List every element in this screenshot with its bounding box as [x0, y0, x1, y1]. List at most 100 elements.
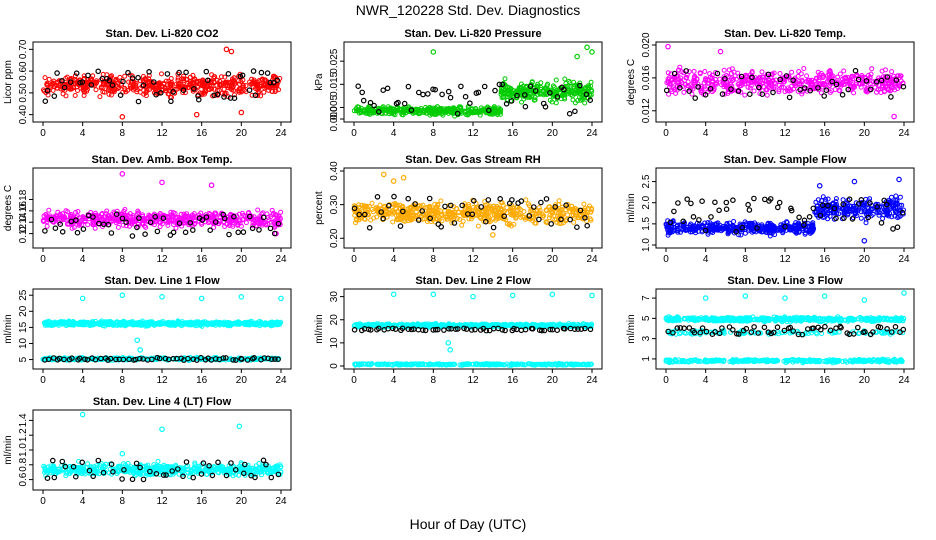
y-tick-label: 1.5: [641, 216, 652, 230]
data-point: [722, 91, 728, 97]
x-tick-label: 8: [743, 254, 749, 265]
data-point: [776, 89, 782, 95]
x-tick-label: 12: [467, 128, 479, 139]
data-point: [478, 109, 484, 115]
reference-point: [95, 68, 102, 75]
data-point: [143, 90, 149, 96]
outlier-point: [119, 171, 126, 177]
data-point: [232, 92, 237, 98]
reference-point: [182, 229, 189, 236]
data-point: [362, 110, 368, 116]
reference-point: [52, 225, 59, 232]
reference-point: [702, 92, 709, 98]
data-point: [427, 106, 433, 112]
reference-point: [246, 87, 253, 94]
y-axis-label: ml/min: [3, 314, 14, 343]
x-tick-label: 16: [196, 128, 208, 139]
panel-2: Stan. Dev. Li-820 Temp.0 4 8 12 16 20 240.0120…: [626, 28, 915, 139]
data-point: [817, 72, 823, 78]
data-point: [262, 83, 267, 89]
data-point: [686, 69, 692, 75]
y-axis-label: degrees C: [3, 185, 14, 231]
data-point: [162, 85, 168, 91]
y-tick-label: 0.012: [641, 98, 652, 123]
data-point: [714, 80, 720, 86]
data-point: [237, 81, 243, 87]
data-point: [440, 109, 446, 115]
reference-point: [894, 224, 901, 231]
data-point: [821, 74, 826, 80]
data-point: [187, 74, 193, 80]
reference-point: [707, 85, 714, 92]
data-point: [463, 112, 469, 117]
data-point: [581, 95, 587, 101]
reference-point: [170, 89, 177, 95]
reference-point: [61, 84, 68, 91]
outlier-point: [490, 232, 496, 238]
data-point: [507, 87, 513, 93]
data-point: [886, 86, 892, 92]
reference-point: [226, 231, 232, 238]
data-point: [562, 76, 568, 82]
reference-point: [80, 226, 87, 232]
data-point: [506, 88, 512, 94]
series-points: [41, 46, 283, 120]
reference-point: [722, 75, 728, 82]
data-point: [787, 86, 793, 92]
reference-point: [158, 90, 164, 96]
data-point: [527, 94, 533, 100]
data-point: [851, 90, 857, 96]
data-point: [568, 83, 574, 89]
reference-point: [692, 95, 699, 101]
reference-point: [712, 199, 718, 206]
data-point: [184, 77, 189, 83]
reference-point: [256, 227, 262, 233]
data-point: [77, 82, 82, 88]
data-point: [514, 90, 520, 95]
data-point: [497, 111, 503, 117]
reference-point: [839, 92, 846, 98]
data-point: [214, 82, 220, 88]
data-point: [71, 85, 77, 91]
x-tick-label: 12: [467, 254, 479, 265]
reference-point: [221, 94, 227, 100]
x-tick-label: 12: [467, 375, 479, 386]
data-point: [545, 81, 551, 87]
data-point: [866, 72, 871, 78]
data-point: [701, 84, 707, 90]
reference-point: [714, 70, 721, 77]
data-point: [550, 83, 556, 89]
data-point: [745, 84, 751, 90]
data-point: [494, 109, 500, 114]
x-tick-label: 20: [236, 128, 248, 139]
x-tick-label: 12: [779, 254, 791, 265]
reference-point: [176, 69, 182, 76]
data-point: [444, 109, 449, 115]
x-tick-label: 4: [391, 375, 397, 386]
data-point: [804, 73, 810, 79]
data-point: [415, 106, 421, 112]
reference-point: [475, 89, 482, 96]
reference-point: [168, 98, 174, 105]
reference-point: [538, 199, 544, 206]
data-point: [523, 197, 529, 203]
data-point: [561, 95, 567, 100]
x-tick-label: 24: [586, 254, 598, 265]
data-point: [725, 82, 730, 88]
outlier-point: [851, 178, 858, 185]
data-point: [444, 106, 450, 112]
x-tick-label: 8: [431, 128, 437, 139]
reference-point: [671, 208, 677, 215]
reference-point: [499, 81, 506, 88]
data-point: [190, 87, 196, 93]
data-point: [273, 87, 279, 93]
outlier-point: [137, 347, 143, 353]
data-point: [357, 109, 363, 114]
y-tick-label: 0.020: [641, 32, 652, 57]
x-tick-label: 0: [663, 254, 669, 265]
data-point: [765, 84, 771, 90]
data-point: [713, 77, 719, 82]
data-point: [221, 86, 227, 92]
data-point: [159, 71, 164, 77]
reference-point: [380, 87, 387, 94]
